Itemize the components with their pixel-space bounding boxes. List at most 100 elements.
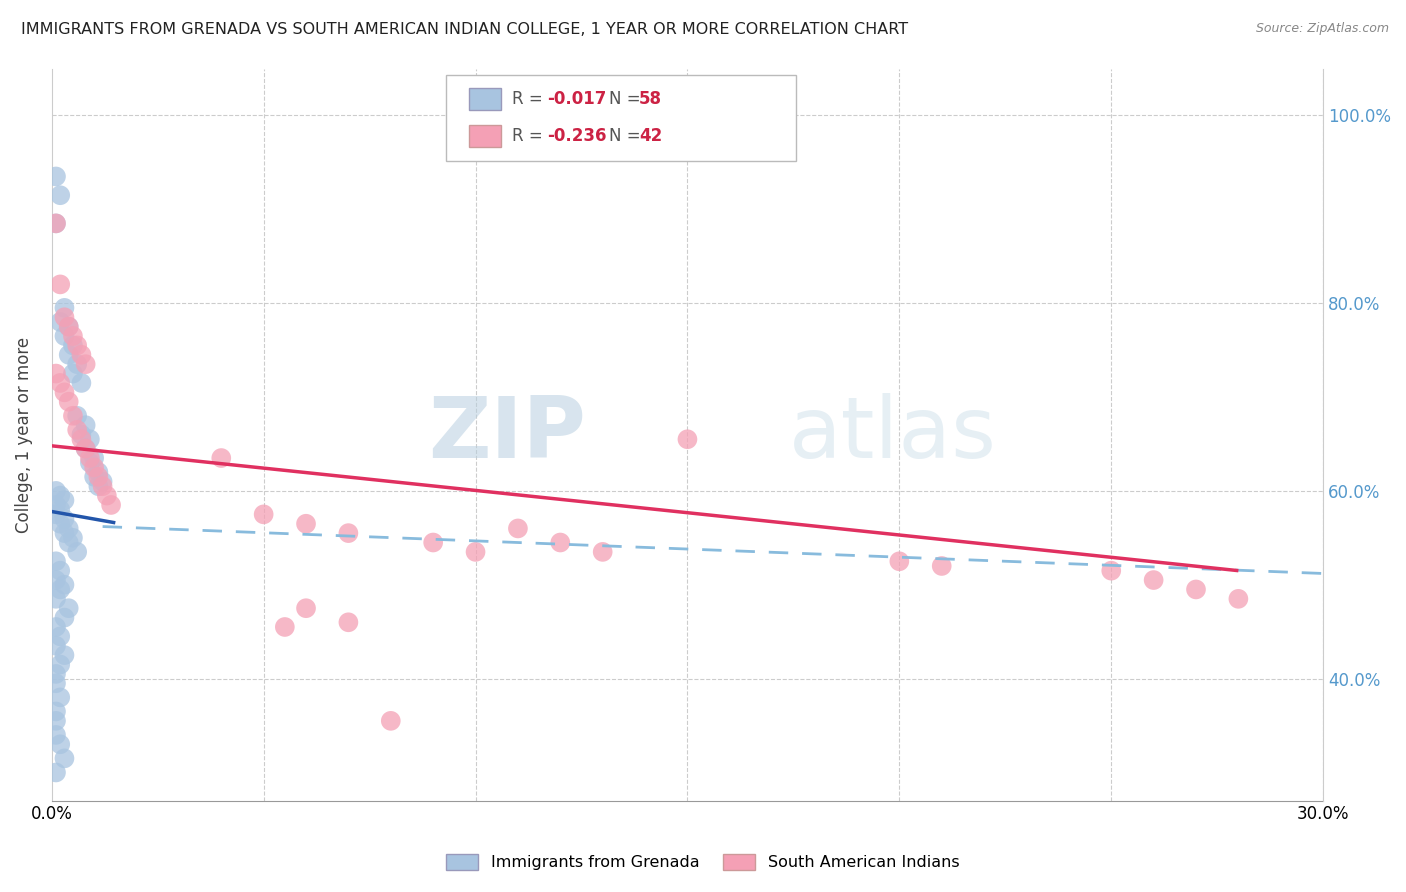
Point [45, 169, 67, 184]
Point [70, 427, 93, 442]
Point [45, 216, 67, 230]
Point [45, 676, 67, 690]
Point [1185, 582, 1208, 597]
Point [45, 639, 67, 653]
Point [58, 348, 80, 362]
Text: 58: 58 [640, 89, 662, 108]
Point [45, 620, 67, 634]
Point [53, 610, 76, 624]
Point [295, 601, 318, 615]
Point [49, 277, 72, 292]
Point [75, 442, 97, 456]
Point [79, 456, 101, 470]
Point [58, 319, 80, 334]
Point [53, 385, 76, 400]
Text: ZIP: ZIP [427, 393, 586, 476]
Point [45, 728, 67, 742]
Point [295, 516, 318, 531]
Point [62, 409, 84, 423]
Point [274, 620, 297, 634]
Point [45, 508, 67, 522]
Point [209, 450, 232, 465]
Point [337, 526, 360, 541]
Point [53, 751, 76, 765]
Point [58, 521, 80, 535]
Point [62, 329, 84, 343]
Point [49, 188, 72, 202]
Point [45, 714, 67, 728]
Text: N =: N = [609, 127, 645, 145]
Point [91, 479, 114, 493]
Point [337, 615, 360, 630]
Point [49, 502, 72, 516]
Text: -0.017: -0.017 [547, 89, 607, 108]
Point [45, 216, 67, 230]
Point [464, 545, 486, 559]
Point [45, 591, 67, 606]
Point [49, 489, 72, 503]
FancyBboxPatch shape [468, 125, 501, 147]
Point [676, 432, 699, 446]
Point [58, 394, 80, 409]
Point [75, 418, 97, 433]
Point [62, 531, 84, 545]
Point [49, 315, 72, 329]
Point [83, 460, 105, 475]
Text: N =: N = [609, 89, 645, 108]
Point [66, 357, 89, 371]
Text: R =: R = [512, 127, 548, 145]
Point [83, 450, 105, 465]
Point [49, 516, 72, 531]
Point [45, 705, 67, 719]
Point [931, 558, 953, 573]
Point [49, 376, 72, 390]
Point [422, 535, 444, 549]
Point [49, 737, 72, 751]
Point [87, 470, 110, 484]
Point [96, 489, 118, 503]
Point [87, 479, 110, 493]
Point [62, 367, 84, 381]
Point [79, 432, 101, 446]
Text: 42: 42 [640, 127, 662, 145]
Point [1099, 564, 1122, 578]
FancyBboxPatch shape [468, 87, 501, 110]
Point [53, 526, 76, 541]
Point [66, 338, 89, 352]
Point [66, 545, 89, 559]
Point [66, 423, 89, 437]
Point [253, 508, 276, 522]
Point [91, 475, 114, 489]
Point [70, 376, 93, 390]
Point [1142, 573, 1164, 587]
Point [45, 367, 67, 381]
Point [75, 357, 97, 371]
Point [45, 573, 67, 587]
Point [53, 512, 76, 526]
Point [58, 601, 80, 615]
Point [45, 667, 67, 681]
Point [87, 465, 110, 479]
Text: IMMIGRANTS FROM GRENADA VS SOUTH AMERICAN INDIAN COLLEGE, 1 YEAR OR MORE CORRELA: IMMIGRANTS FROM GRENADA VS SOUTH AMERICA… [21, 22, 908, 37]
Point [49, 657, 72, 672]
Legend: Immigrants from Grenada, South American Indians: Immigrants from Grenada, South American … [440, 847, 966, 877]
Text: atlas: atlas [789, 393, 997, 476]
Point [45, 554, 67, 568]
Point [49, 629, 72, 643]
Text: -0.236: -0.236 [547, 127, 607, 145]
Point [49, 564, 72, 578]
Point [58, 319, 80, 334]
Point [75, 442, 97, 456]
Point [79, 450, 101, 465]
Point [66, 409, 89, 423]
Point [53, 648, 76, 662]
Point [53, 310, 76, 325]
Point [100, 498, 122, 512]
Point [592, 545, 614, 559]
Point [70, 432, 93, 446]
Point [1227, 591, 1250, 606]
Point [62, 338, 84, 352]
Point [58, 535, 80, 549]
Point [380, 714, 402, 728]
Text: Source: ZipAtlas.com: Source: ZipAtlas.com [1256, 22, 1389, 36]
